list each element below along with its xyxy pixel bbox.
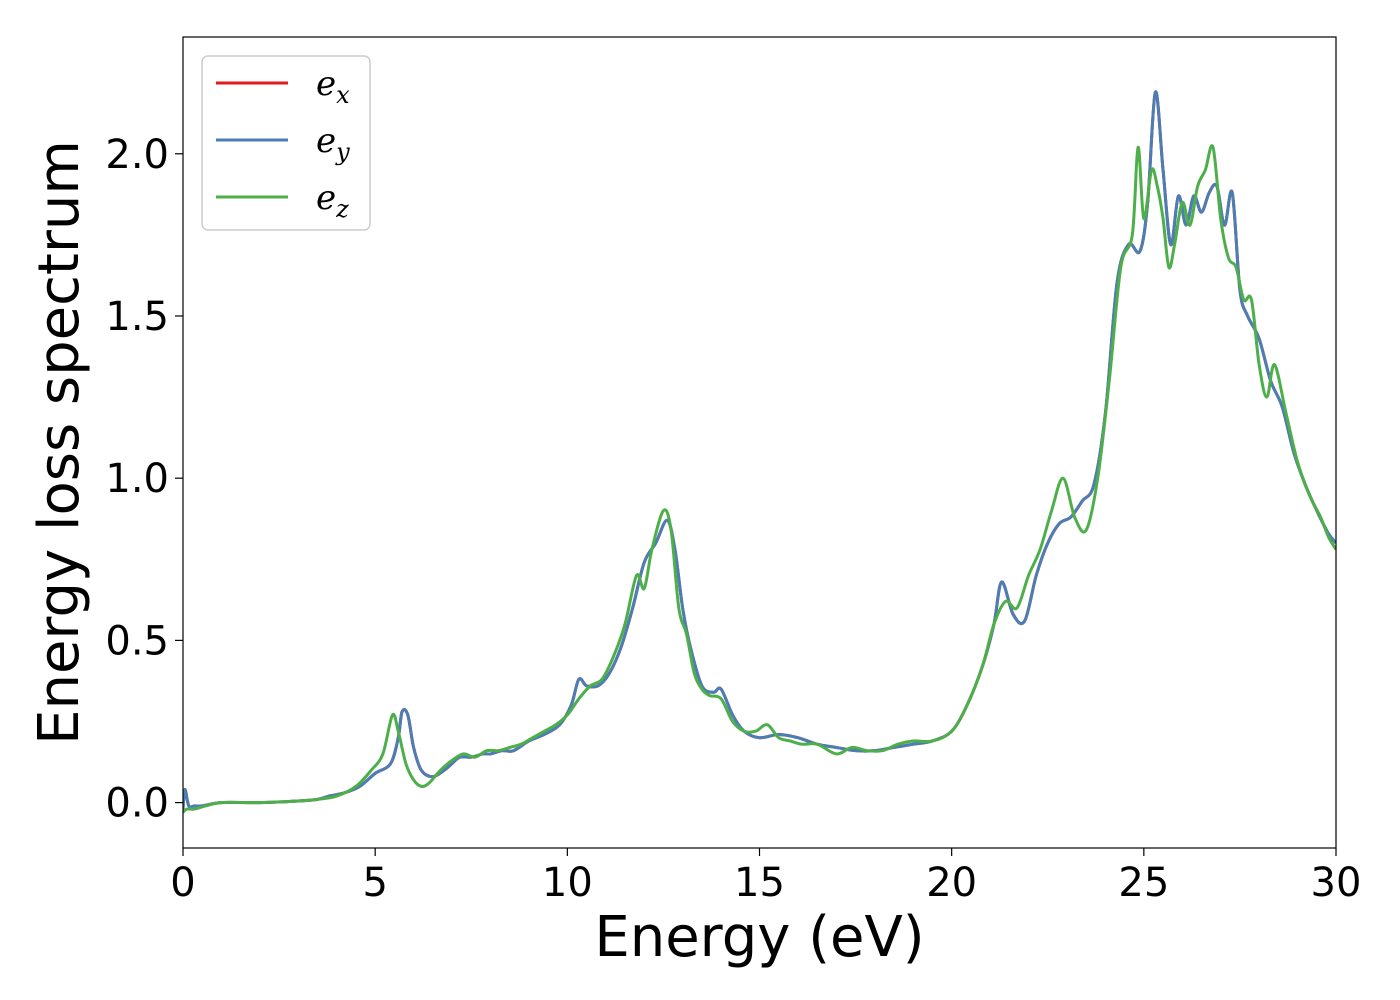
y-tick-label: 0.0 (105, 781, 169, 827)
x-tick-label: 15 (734, 860, 785, 906)
x-tick-label: 30 (1311, 860, 1362, 906)
x-tick-label: 0 (170, 860, 195, 906)
series-line-y (183, 90, 1336, 810)
legend-label-y: ey (316, 121, 350, 166)
plot-lines (183, 90, 1336, 814)
x-tick-label: 25 (1118, 860, 1169, 906)
legend-label-x: ex (316, 64, 350, 109)
y-tick-label: 2.0 (105, 132, 169, 178)
legend-box (201, 55, 371, 231)
x-axis-title: Energy (eV) (594, 905, 924, 970)
x-tick-label: 20 (926, 860, 977, 906)
x-tick-label: 5 (362, 860, 387, 906)
y-tick-label: 0.5 (105, 618, 169, 664)
legend-label-z: ez (316, 178, 349, 223)
x-tick-label: 10 (542, 860, 593, 906)
y-tick-label: 1.5 (105, 294, 169, 340)
y-axis-title: Energy loss spectrum (27, 140, 92, 745)
series-line-z (183, 144, 1336, 814)
x-axis-ticks: 0 5 10 15 20 25 30 (170, 848, 1361, 906)
y-tick-label: 1.0 (105, 456, 169, 502)
y-axis-ticks: 0.0 0.5 1.0 1.5 2.0 (105, 132, 183, 827)
legend: ex ey ez (201, 55, 371, 231)
